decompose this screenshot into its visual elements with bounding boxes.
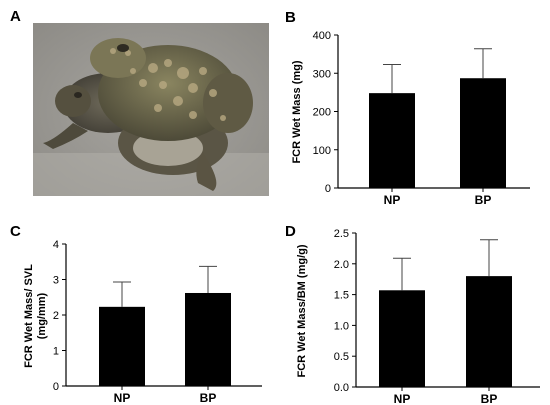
y-tick-label: 4 — [53, 239, 59, 251]
toad-photo — [33, 23, 269, 196]
category-label-np: NP — [384, 193, 401, 207]
y-axis-label: FCR Wet Mass/BM (mg/g) — [296, 244, 308, 377]
category-label-bp: BP — [481, 392, 498, 405]
y-tick-label: 0.0 — [334, 382, 349, 394]
y-axis-label: FCR Wet Mass (mg) — [291, 60, 303, 163]
y-tick-label: 0 — [53, 381, 59, 393]
y-axis-label-units: (mg/mm) — [36, 292, 48, 339]
bar-bp — [460, 78, 506, 188]
y-tick-label: 200 — [313, 107, 331, 119]
category-label-np: NP — [394, 392, 411, 405]
y-tick-label: 1.5 — [334, 290, 349, 302]
category-label-bp: BP — [475, 193, 492, 207]
y-tick-label: 1 — [53, 346, 59, 358]
panel-c-chart: C 0 1 2 3 4 NP BP FCR Wet Mass/ SVL (mg/mm) — [10, 223, 262, 405]
y-tick-label: 1.0 — [334, 320, 349, 332]
bar-bp — [185, 292, 231, 386]
panel-d-chart: D 0.0 0.5 1.0 1.5 2.0 2.5 NP BP FCR Wet Mass/BM (… — [285, 223, 540, 405]
y-tick-label: 100 — [313, 145, 331, 157]
bar-np — [379, 290, 425, 387]
bar-np — [369, 93, 415, 188]
panel-letter: B — [285, 9, 296, 26]
bar-bp — [466, 276, 512, 387]
y-tick-label: 0 — [325, 183, 331, 195]
y-tick-label: 3 — [53, 275, 59, 287]
category-label-np: NP — [114, 391, 131, 405]
panel-b-chart: B 0 100 200 300 400 NP BP FCR Wet Mass (mg) — [285, 9, 530, 207]
y-axis-label: FCR Wet Mass/ SVL — [23, 264, 35, 368]
y-tick-label: 2 — [53, 310, 59, 322]
y-tick-label: 0.5 — [334, 351, 349, 363]
y-tick-label: 2.0 — [334, 259, 349, 271]
y-tick-label: 300 — [313, 68, 331, 80]
panel-a-letter: A — [10, 8, 21, 25]
panel-letter: D — [285, 223, 296, 240]
panel-letter: C — [10, 223, 21, 240]
y-tick-label: 400 — [313, 30, 331, 42]
category-label-bp: BP — [200, 391, 217, 405]
y-tick-label: 2.5 — [334, 228, 349, 240]
bar-np — [99, 306, 145, 386]
